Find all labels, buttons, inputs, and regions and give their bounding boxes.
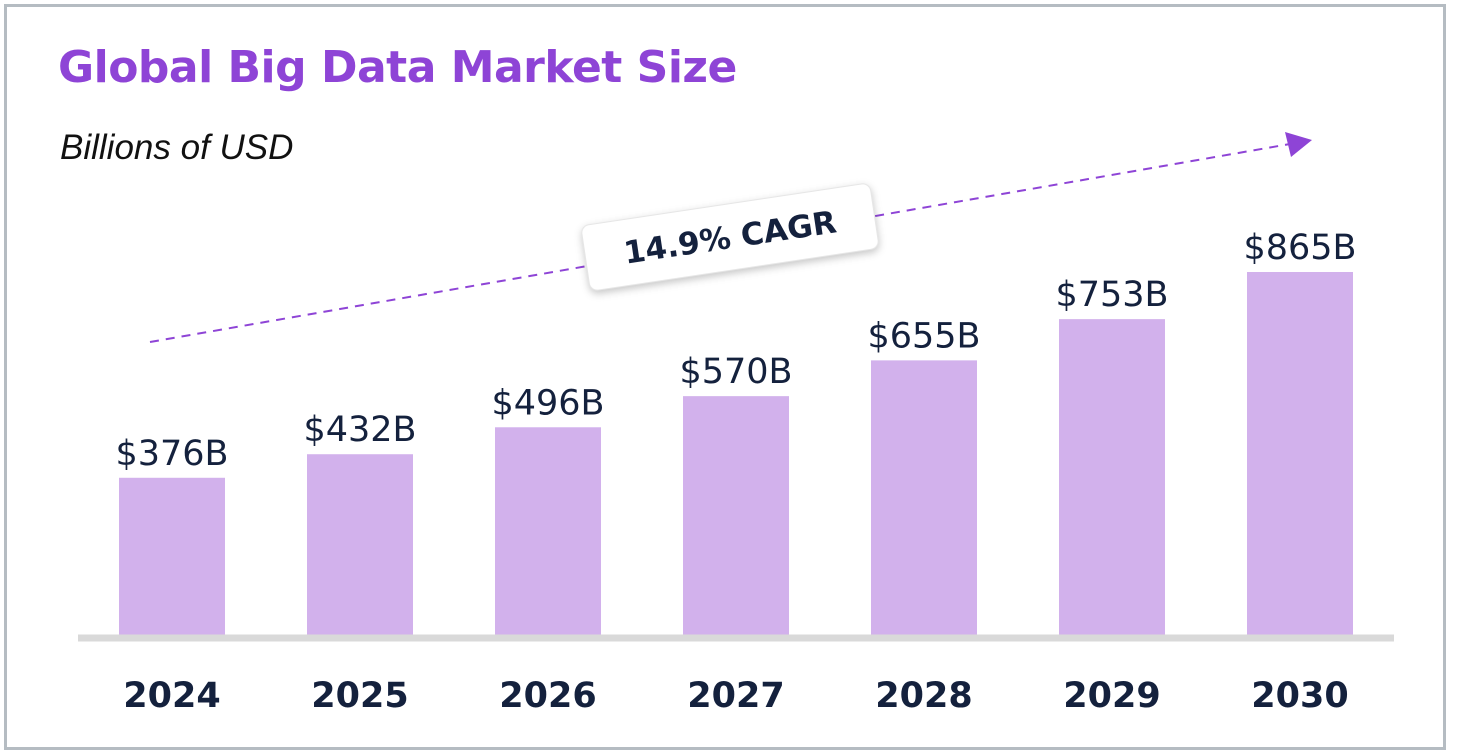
bar-2025: [307, 454, 413, 636]
chart-subtitle: Billions of USD: [60, 128, 294, 167]
bar-2029: [1059, 319, 1165, 636]
value-label-2024: $376B: [115, 434, 228, 474]
value-label-2026: $496B: [491, 383, 604, 423]
bar-2028: [871, 360, 977, 636]
x-tick-label-2029: 2029: [1063, 676, 1160, 716]
x-tick-label-2030: 2030: [1251, 676, 1348, 716]
bar-2030: [1247, 272, 1353, 636]
bar-2024: [119, 477, 225, 636]
cagr-trend: 14.9% CAGR: [149, 132, 1312, 343]
x-tick-label-2028: 2028: [875, 676, 972, 716]
value-label-2025: $432B: [303, 410, 416, 450]
value-label-2027: $570B: [679, 352, 792, 392]
cagr-arrow-icon: [1285, 132, 1312, 157]
bar-2027: [683, 396, 789, 636]
value-label-2030: $865B: [1243, 228, 1356, 268]
bars-layer: [119, 272, 1353, 636]
value-label-2029: $753B: [1055, 275, 1168, 315]
x-tick-label-2026: 2026: [499, 676, 596, 716]
cagr-badge: 14.9% CAGR: [581, 183, 879, 291]
x-tick-label-2025: 2025: [311, 676, 408, 716]
cagr-badge-box: [581, 183, 879, 291]
value-label-2028: $655B: [867, 316, 980, 356]
chart-title: Global Big Data Market Size: [58, 42, 737, 93]
x-tick-label-2027: 2027: [687, 676, 784, 716]
labels-layer: $376B 2024 $432B 2025 $496B 2026 $570B 2027 $655…: [115, 228, 1356, 716]
bar-2026: [495, 427, 601, 636]
x-tick-label-2024: 2024: [123, 676, 220, 716]
